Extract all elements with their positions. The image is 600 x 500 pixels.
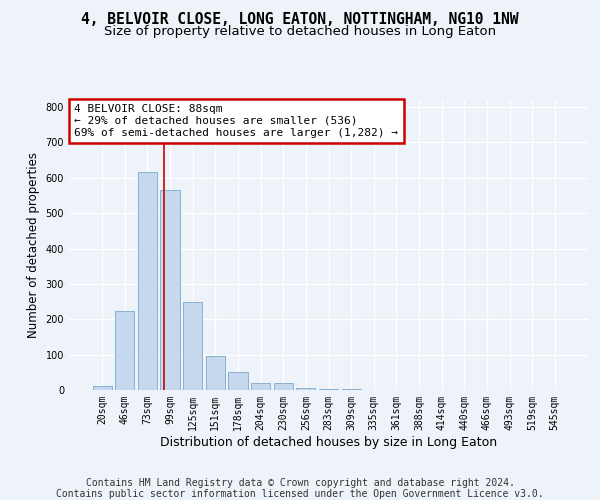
Bar xyxy=(206,356,225,390)
Bar xyxy=(138,172,157,390)
Bar xyxy=(92,386,112,390)
Bar xyxy=(160,190,180,390)
X-axis label: Distribution of detached houses by size in Long Eaton: Distribution of detached houses by size … xyxy=(160,436,497,448)
Text: Size of property relative to detached houses in Long Eaton: Size of property relative to detached ho… xyxy=(104,25,496,38)
Bar xyxy=(183,302,202,390)
Text: 4 BELVOIR CLOSE: 88sqm
← 29% of detached houses are smaller (536)
69% of semi-de: 4 BELVOIR CLOSE: 88sqm ← 29% of detached… xyxy=(74,104,398,138)
Bar xyxy=(296,388,316,390)
Y-axis label: Number of detached properties: Number of detached properties xyxy=(27,152,40,338)
Text: Contains HM Land Registry data © Crown copyright and database right 2024.: Contains HM Land Registry data © Crown c… xyxy=(86,478,514,488)
Bar xyxy=(274,383,293,390)
Bar xyxy=(229,372,248,390)
Bar xyxy=(251,383,270,390)
Text: Contains public sector information licensed under the Open Government Licence v3: Contains public sector information licen… xyxy=(56,489,544,499)
Bar xyxy=(319,389,338,390)
Bar xyxy=(115,311,134,390)
Text: 4, BELVOIR CLOSE, LONG EATON, NOTTINGHAM, NG10 1NW: 4, BELVOIR CLOSE, LONG EATON, NOTTINGHAM… xyxy=(81,12,519,28)
